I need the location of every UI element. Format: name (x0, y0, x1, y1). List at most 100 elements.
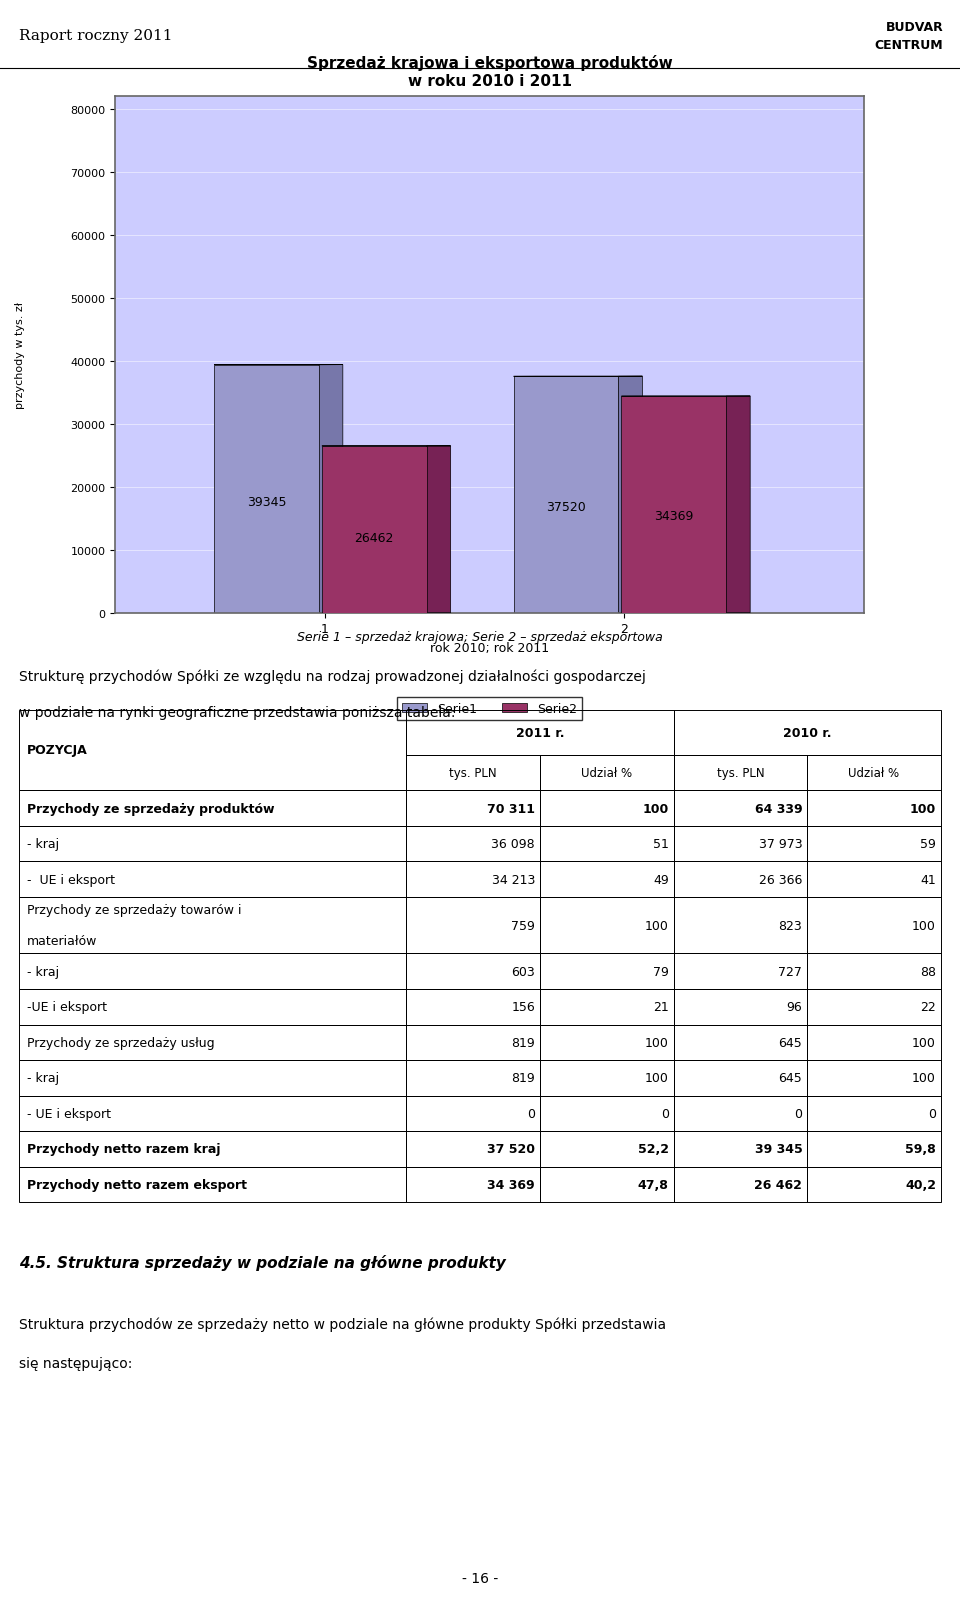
Bar (540, 1131, 674, 1167)
Bar (807, 897, 941, 954)
Text: 156: 156 (512, 1001, 535, 1014)
Bar (540, 755, 674, 791)
Text: 37520: 37520 (546, 500, 586, 513)
Text: 34 213: 34 213 (492, 873, 535, 886)
Text: 96: 96 (786, 1001, 803, 1014)
Bar (540, 897, 674, 954)
Text: w podziale na rynki geograficzne przedstawia poniższa tabela:: w podziale na rynki geograficzne przedst… (19, 705, 456, 720)
Bar (406, 755, 540, 791)
Bar (406, 897, 540, 954)
Text: 47,8: 47,8 (637, 1178, 669, 1191)
Bar (674, 1025, 807, 1060)
Bar (19, 1025, 406, 1060)
Text: 603: 603 (512, 965, 535, 978)
Bar (406, 1131, 540, 1167)
Bar (674, 1131, 807, 1167)
Text: -UE i eksport: -UE i eksport (27, 1001, 107, 1014)
Text: Udział %: Udział % (581, 767, 633, 780)
Text: 34 369: 34 369 (488, 1178, 535, 1191)
Bar (674, 1060, 807, 1096)
Polygon shape (426, 447, 450, 613)
Bar (19, 989, 406, 1025)
Text: 52,2: 52,2 (637, 1143, 669, 1156)
Text: 51: 51 (653, 838, 669, 851)
Text: 26462: 26462 (354, 533, 394, 546)
Text: - kraj: - kraj (27, 965, 59, 978)
Text: 79: 79 (653, 965, 669, 978)
Bar (621, 397, 726, 613)
Bar (19, 1167, 406, 1202)
Bar (19, 1131, 406, 1167)
Text: Przychody netto razem eksport: Przychody netto razem eksport (27, 1178, 247, 1191)
Text: 100: 100 (645, 1036, 669, 1049)
Bar (807, 1060, 941, 1096)
Text: Przychody ze sprzedaży towarów i: Przychody ze sprzedaży towarów i (27, 904, 241, 917)
Bar (674, 1096, 807, 1131)
Bar (406, 791, 540, 826)
Text: 59: 59 (920, 838, 936, 851)
Bar (540, 826, 674, 862)
Bar (674, 897, 807, 954)
Text: 727: 727 (779, 965, 803, 978)
Text: tys. PLN: tys. PLN (449, 767, 497, 780)
Text: 100: 100 (912, 1072, 936, 1085)
Bar (807, 826, 941, 862)
Bar (807, 1167, 941, 1202)
Text: - kraj: - kraj (27, 838, 59, 851)
Legend: Serie1, Serie2: Serie1, Serie2 (397, 697, 582, 721)
Bar (406, 862, 540, 897)
Bar (19, 954, 406, 989)
Text: 0: 0 (527, 1107, 535, 1120)
Bar (807, 954, 941, 989)
Bar (807, 1096, 941, 1131)
Text: Raport roczny 2011: Raport roczny 2011 (19, 29, 173, 44)
Text: 819: 819 (512, 1072, 535, 1085)
Text: 37 973: 37 973 (758, 838, 803, 851)
Bar (540, 791, 674, 826)
Bar (540, 989, 674, 1025)
Bar (19, 897, 406, 954)
Text: 49: 49 (653, 873, 669, 886)
Text: 823: 823 (779, 918, 803, 933)
Title: Sprzedaż krajowa i eksportowa produktów
w roku 2010 i 2011: Sprzedaż krajowa i eksportowa produktów … (307, 55, 672, 89)
Bar (540, 1096, 674, 1131)
Text: 26 462: 26 462 (755, 1178, 803, 1191)
Text: 2010 r.: 2010 r. (783, 726, 831, 739)
Text: Struktura przychodów ze sprzedaży netto w podziale na główne produkty Spółki prz: Struktura przychodów ze sprzedaży netto … (19, 1317, 666, 1330)
Bar (540, 1060, 674, 1096)
Bar (674, 989, 807, 1025)
Text: 88: 88 (920, 965, 936, 978)
Bar (807, 755, 941, 791)
Text: tys. PLN: tys. PLN (716, 767, 764, 780)
Bar (19, 826, 406, 862)
Text: Strukturę przychodów Spółki ze względu na rodzaj prowadzonej działalności gospod: Strukturę przychodów Spółki ze względu n… (19, 670, 646, 684)
Bar (406, 710, 674, 755)
Bar (322, 447, 426, 613)
Text: 2011 r.: 2011 r. (516, 726, 564, 739)
Bar (406, 1096, 540, 1131)
Text: Przychody ze sprzedaży produktów: Przychody ze sprzedaży produktów (27, 802, 275, 815)
Bar (807, 1025, 941, 1060)
Bar (406, 1025, 540, 1060)
Text: się następująco:: się następująco: (19, 1356, 132, 1370)
Text: 4.5. Struktura sprzedaży w podziale na główne produkty: 4.5. Struktura sprzedaży w podziale na g… (19, 1254, 506, 1270)
Text: - kraj: - kraj (27, 1072, 59, 1085)
Bar (674, 755, 807, 791)
Bar (214, 365, 319, 613)
Bar (674, 826, 807, 862)
Text: 819: 819 (512, 1036, 535, 1049)
Text: 36 098: 36 098 (492, 838, 535, 851)
Bar (19, 1096, 406, 1131)
Text: 37 520: 37 520 (487, 1143, 535, 1156)
Bar (540, 862, 674, 897)
Text: Przychody ze sprzedaży usług: Przychody ze sprzedaży usług (27, 1036, 214, 1049)
Text: 39 345: 39 345 (755, 1143, 803, 1156)
Text: 645: 645 (779, 1072, 803, 1085)
Bar (19, 862, 406, 897)
Text: 100: 100 (912, 1036, 936, 1049)
Bar (674, 791, 807, 826)
Text: POZYCJA: POZYCJA (27, 744, 87, 757)
Bar (406, 826, 540, 862)
Bar (540, 1167, 674, 1202)
Text: 100: 100 (642, 802, 669, 815)
